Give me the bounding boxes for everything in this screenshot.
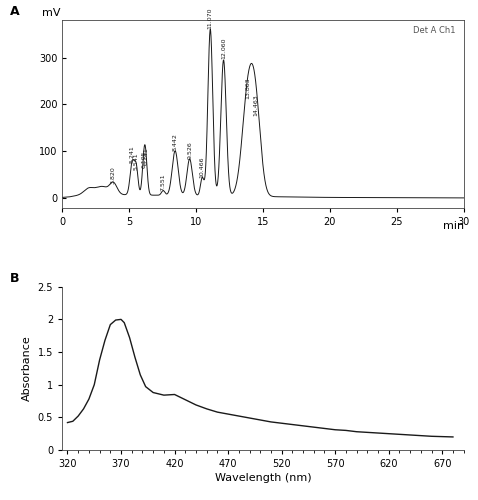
Text: 10.466: 10.466	[200, 156, 205, 178]
Text: 8.442: 8.442	[173, 133, 178, 151]
Text: 14.463: 14.463	[253, 94, 258, 116]
Text: A: A	[10, 5, 20, 18]
Text: min: min	[443, 221, 464, 231]
Text: B: B	[10, 272, 20, 285]
Text: 9.526: 9.526	[187, 141, 192, 159]
Y-axis label: Absorbance: Absorbance	[22, 336, 32, 401]
Text: 6.105: 6.105	[141, 151, 146, 168]
X-axis label: Wavelength (nm): Wavelength (nm)	[215, 473, 311, 483]
Text: 6.241: 6.241	[143, 148, 148, 165]
Text: 12.060: 12.060	[221, 38, 226, 60]
Text: mV: mV	[42, 8, 61, 18]
Text: 11.070: 11.070	[208, 8, 213, 29]
Text: 5.541: 5.541	[134, 152, 139, 170]
Text: 7.551: 7.551	[161, 173, 166, 191]
Text: Det A Ch1: Det A Ch1	[413, 26, 456, 35]
Text: 5.241: 5.241	[130, 145, 135, 162]
Text: 3.820: 3.820	[111, 166, 116, 184]
Text: 13.863: 13.863	[245, 78, 250, 100]
